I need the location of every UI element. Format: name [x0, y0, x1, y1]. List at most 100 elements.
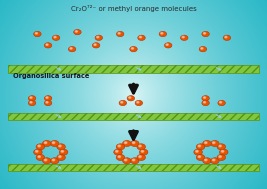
Circle shape	[46, 97, 48, 98]
Circle shape	[225, 36, 227, 38]
Text: Cr₂O⁷²⁻ or methyl orange molecules: Cr₂O⁷²⁻ or methyl orange molecules	[71, 5, 196, 12]
Circle shape	[205, 159, 207, 161]
Circle shape	[57, 144, 65, 150]
FancyBboxPatch shape	[8, 113, 259, 120]
Circle shape	[135, 100, 143, 106]
Circle shape	[50, 140, 59, 146]
Circle shape	[137, 101, 139, 103]
Circle shape	[221, 150, 224, 152]
Circle shape	[218, 100, 225, 106]
Circle shape	[118, 156, 120, 157]
Circle shape	[52, 159, 55, 161]
Circle shape	[54, 36, 56, 38]
Circle shape	[116, 154, 125, 160]
Circle shape	[202, 100, 209, 106]
Circle shape	[57, 154, 65, 160]
Circle shape	[139, 145, 141, 147]
Circle shape	[196, 144, 205, 150]
Circle shape	[59, 156, 61, 157]
Circle shape	[217, 144, 226, 150]
Circle shape	[161, 33, 163, 34]
Circle shape	[203, 140, 211, 146]
FancyBboxPatch shape	[8, 65, 259, 73]
Circle shape	[36, 144, 45, 150]
Circle shape	[121, 101, 123, 103]
Circle shape	[28, 100, 36, 106]
Circle shape	[46, 101, 48, 103]
Circle shape	[137, 144, 146, 150]
Circle shape	[30, 97, 32, 98]
Circle shape	[30, 101, 32, 103]
Circle shape	[116, 150, 118, 152]
Circle shape	[139, 36, 142, 38]
Circle shape	[219, 149, 228, 155]
Circle shape	[118, 145, 120, 147]
Circle shape	[219, 101, 222, 103]
Circle shape	[44, 96, 52, 101]
Circle shape	[198, 156, 201, 157]
Circle shape	[123, 140, 131, 146]
Circle shape	[203, 33, 206, 34]
Circle shape	[201, 48, 203, 49]
Circle shape	[44, 159, 47, 161]
Circle shape	[211, 140, 219, 146]
Circle shape	[124, 159, 127, 161]
Circle shape	[141, 150, 144, 152]
Circle shape	[203, 97, 206, 98]
Circle shape	[42, 158, 51, 164]
Circle shape	[132, 159, 135, 161]
Circle shape	[132, 142, 135, 143]
Circle shape	[131, 48, 134, 49]
Circle shape	[95, 35, 103, 40]
Circle shape	[35, 33, 37, 34]
Text: Organosilica surface: Organosilica surface	[13, 73, 90, 79]
Circle shape	[196, 150, 198, 152]
Circle shape	[38, 156, 40, 157]
Circle shape	[75, 31, 77, 32]
Circle shape	[36, 150, 38, 152]
Circle shape	[202, 31, 209, 37]
Circle shape	[118, 33, 120, 34]
Circle shape	[202, 96, 209, 101]
Circle shape	[199, 46, 207, 52]
Circle shape	[59, 145, 61, 147]
Circle shape	[182, 36, 184, 38]
Circle shape	[139, 156, 141, 157]
Circle shape	[139, 149, 148, 155]
Circle shape	[124, 142, 127, 143]
Circle shape	[138, 35, 145, 40]
Circle shape	[131, 158, 139, 164]
Circle shape	[97, 36, 99, 38]
Circle shape	[205, 142, 207, 143]
Circle shape	[38, 145, 40, 147]
Circle shape	[116, 144, 125, 150]
Circle shape	[130, 46, 137, 52]
Circle shape	[70, 48, 72, 49]
Circle shape	[211, 158, 219, 164]
Circle shape	[94, 44, 96, 45]
Circle shape	[44, 100, 52, 106]
Circle shape	[34, 149, 42, 155]
Circle shape	[129, 97, 131, 98]
Circle shape	[119, 100, 127, 106]
FancyBboxPatch shape	[8, 164, 259, 171]
Circle shape	[68, 46, 76, 52]
Circle shape	[50, 158, 59, 164]
Circle shape	[159, 31, 167, 37]
Circle shape	[116, 31, 124, 37]
Circle shape	[42, 140, 51, 146]
Circle shape	[166, 44, 168, 45]
Circle shape	[28, 96, 36, 101]
Circle shape	[114, 149, 122, 155]
Circle shape	[74, 29, 81, 35]
Circle shape	[61, 150, 64, 152]
Circle shape	[123, 158, 131, 164]
Circle shape	[137, 154, 146, 160]
Circle shape	[203, 158, 211, 164]
Circle shape	[46, 44, 48, 45]
Circle shape	[213, 159, 215, 161]
Circle shape	[180, 35, 188, 40]
Circle shape	[34, 31, 41, 37]
Circle shape	[52, 35, 60, 40]
Circle shape	[36, 154, 45, 160]
